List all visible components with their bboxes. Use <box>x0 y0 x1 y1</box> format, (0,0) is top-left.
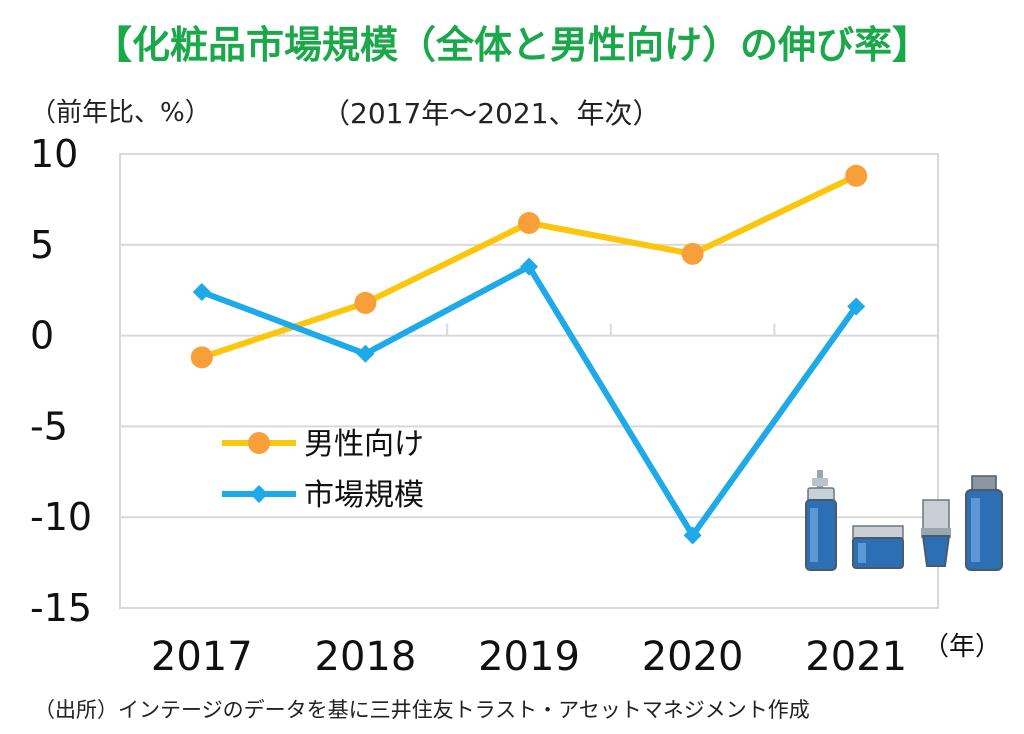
chart-subtitle: （2017年～2021、年次） <box>322 97 661 130</box>
y-tick-label: -5 <box>30 404 68 448</box>
x-tick-label: 2020 <box>642 634 744 680</box>
cosmetics-bottles-illustration <box>805 470 1003 571</box>
y-tick-label: -10 <box>30 495 92 539</box>
y-axis-ticks: 10 5 0 -5 -10 -15 <box>30 132 92 630</box>
x-axis-unit-label: （年） <box>923 632 1001 662</box>
legend-marker <box>250 485 268 503</box>
data-point <box>845 164 868 187</box>
x-tick-label: 2019 <box>478 634 580 680</box>
legend-label: 市場規模 <box>304 478 424 513</box>
x-tick-label: 2017 <box>151 634 253 680</box>
y-tick-label: 10 <box>30 132 78 176</box>
gridlines <box>119 153 939 609</box>
data-point <box>356 344 375 363</box>
legend-marker <box>248 432 270 454</box>
y-axis-unit-label: （前年比、%） <box>30 98 211 128</box>
x-tick-label: 2018 <box>315 634 417 680</box>
x-tick-label: 2021 <box>805 634 907 680</box>
data-point <box>192 283 211 302</box>
data-point <box>847 297 866 316</box>
y-tick-label: 0 <box>30 314 54 358</box>
data-point <box>520 257 538 276</box>
series-layer <box>190 164 868 545</box>
data-point <box>683 526 702 545</box>
y-tick-label: -15 <box>30 586 92 630</box>
x-axis-ticks: 2017 2018 2019 2020 2021 <box>151 634 907 680</box>
data-point <box>190 346 213 369</box>
y-tick-label: 5 <box>30 223 54 267</box>
data-point <box>518 212 540 235</box>
data-point <box>681 242 704 265</box>
legend-label: 男性向け <box>304 427 424 462</box>
chart-title: 【化粧品市場規模（全体と男性向け）の伸び率】 <box>93 23 930 67</box>
series-line <box>200 263 859 539</box>
source-note: （出所）インテージのデータを基に三井住友トラスト・アセットマネジメント作成 <box>34 698 810 722</box>
data-point <box>354 291 377 314</box>
